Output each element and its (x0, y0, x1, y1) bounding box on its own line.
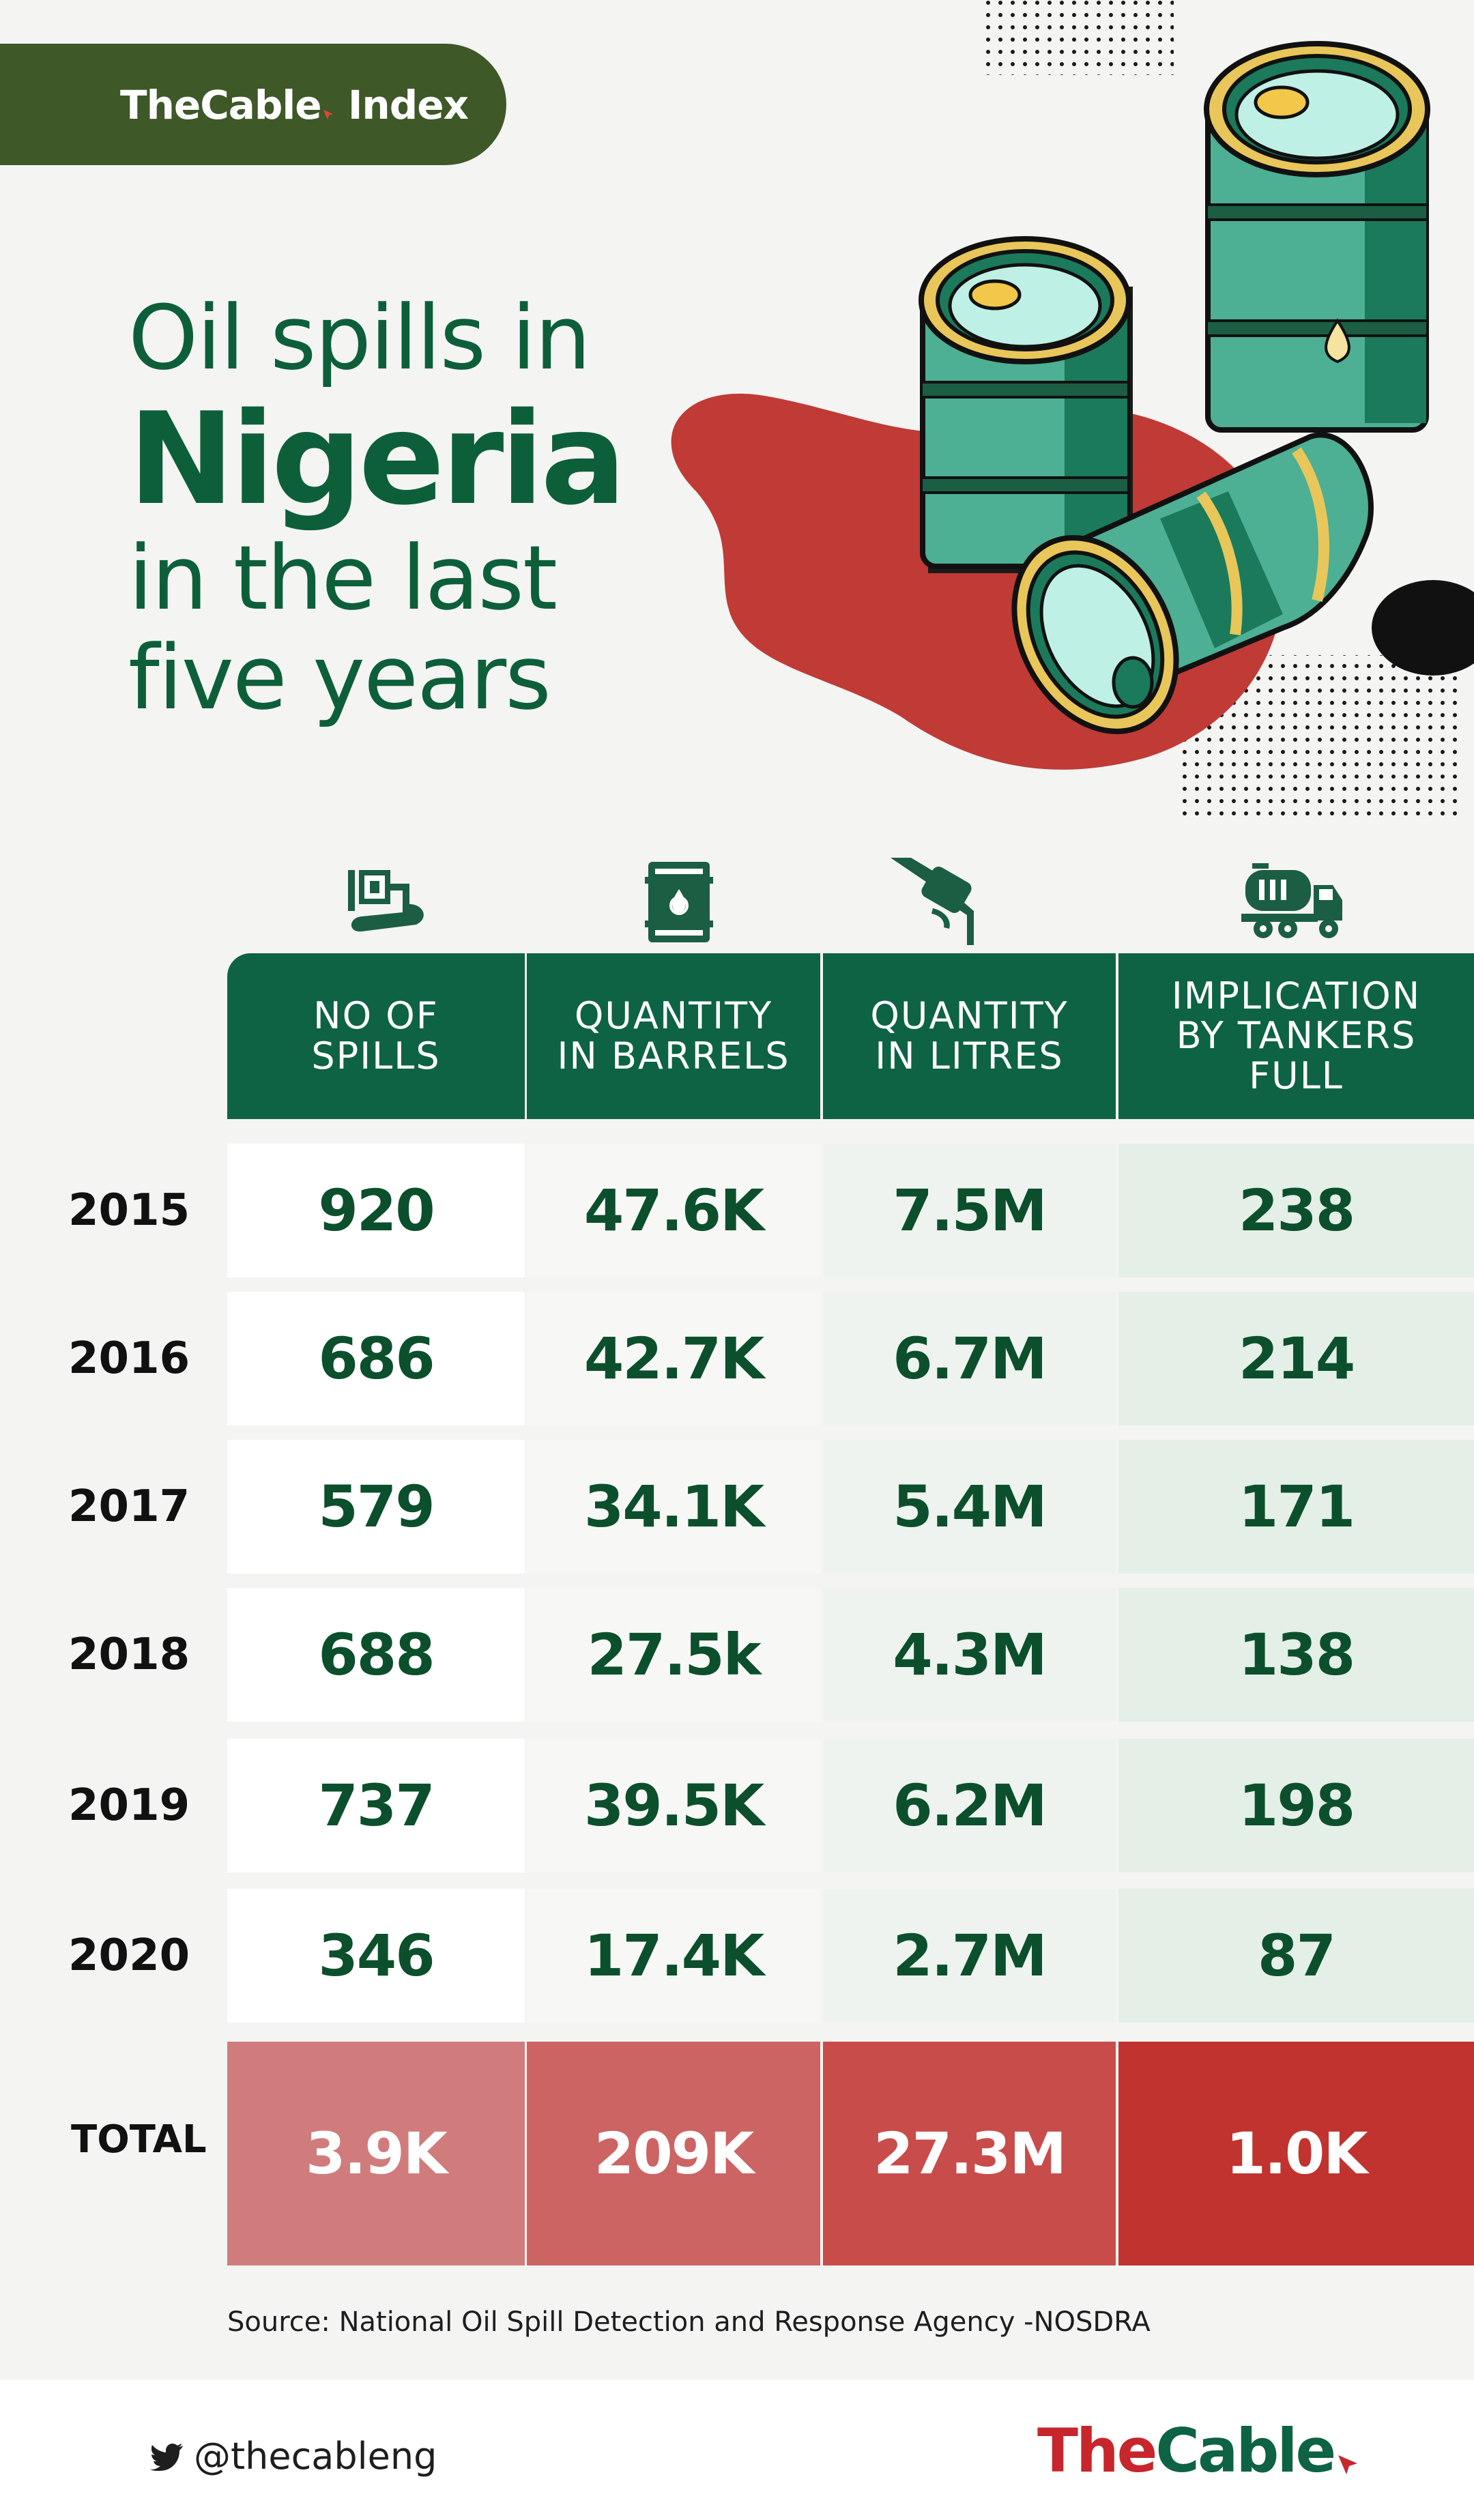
brand-banner: TheCable Index (0, 44, 506, 165)
header-label: NO OF SPILLS (311, 994, 441, 1077)
cell-barrels: 47.6K (527, 1144, 820, 1277)
cell-litres: 4.3M (823, 1588, 1116, 1722)
header-label: QUANTITY IN BARRELS (557, 994, 790, 1077)
cell-litres: 5.4M (823, 1440, 1116, 1574)
column-header-spills: NO OF SPILLS (227, 953, 525, 1119)
cell-tankers: 198 (1118, 1739, 1474, 1872)
title-line-2: Nigeria (128, 385, 626, 533)
total-litres: 27.3M (823, 2042, 1116, 2265)
brand-logo: TheCable Index (120, 82, 469, 128)
column-header-litres: QUANTITY IN LITRES (823, 953, 1116, 1119)
total-label: TOTAL (71, 2117, 207, 2162)
cell-litres: 6.2M (823, 1739, 1116, 1872)
title-line-1: Oil spills in (128, 286, 591, 390)
logo-the: The (1037, 2416, 1157, 2486)
cell-spills: 686 (227, 1292, 525, 1425)
brand-name: TheCable (120, 82, 322, 128)
cell-tankers: 238 (1118, 1144, 1474, 1277)
cell-barrels: 17.4K (527, 1889, 820, 2023)
cell-barrels: 34.1K (527, 1440, 820, 1574)
page-title: Oil spills in Nigeria in the last five y… (128, 286, 626, 729)
source-note: Source: National Oil Spill Detection and… (227, 2306, 1151, 2338)
cell-spills: 579 (227, 1440, 525, 1574)
cell-spills: 346 (227, 1889, 525, 2023)
row-year: 2019 (68, 1780, 190, 1831)
dot-pattern (983, 0, 1174, 75)
cell-tankers: 87 (1118, 1889, 1474, 2023)
fuel-nozzle-icon (891, 858, 974, 945)
cell-tankers: 138 (1118, 1588, 1474, 1722)
cell-tankers: 214 (1118, 1292, 1474, 1425)
oil-barrel-tipped (1011, 432, 1374, 734)
oil-barrels-illustration (671, 0, 1474, 819)
oil-barrel-left (919, 236, 1133, 573)
row-year: 2020 (68, 1930, 190, 1981)
logo-cable: Cable (1155, 2416, 1336, 2486)
cell-barrels: 42.7K (527, 1292, 820, 1425)
column-header-barrels: QUANTITY IN BARRELS (527, 953, 820, 1119)
cell-barrels: 39.5K (527, 1739, 820, 1872)
oil-barrel-icon (645, 862, 713, 942)
column-header-tankers: IMPLICATION BY TANKERS FULL (1118, 953, 1474, 1119)
cell-litres: 7.5M (823, 1144, 1116, 1277)
title-line-4: five years (128, 626, 551, 729)
twitter-handle: @thecableng (194, 2435, 437, 2478)
header-label: IMPLICATION BY TANKERS FULL (1171, 974, 1421, 1097)
twitter-link[interactable]: @thecableng (150, 2435, 437, 2478)
cursor-icon (1338, 2455, 1358, 2474)
row-year: 2018 (68, 1630, 190, 1680)
cell-litres: 2.7M (823, 1889, 1116, 2023)
header-label: QUANTITY IN LITRES (870, 994, 1069, 1077)
cell-spills: 920 (227, 1144, 525, 1277)
cursor-icon (323, 110, 333, 119)
shadow (1372, 580, 1474, 676)
brand-suffix: Index (347, 82, 469, 128)
cell-tankers: 171 (1118, 1440, 1474, 1574)
footer-logo: TheCable (1037, 2416, 1361, 2486)
total-barrels: 209K (527, 2042, 820, 2265)
row-year: 2015 (68, 1185, 190, 1236)
total-spills: 3.9K (227, 2042, 525, 2265)
cell-barrels: 27.5k (527, 1588, 820, 1722)
tanker-truck-icon (1241, 863, 1342, 938)
cell-spills: 737 (227, 1739, 525, 1872)
title-line-3: in the last (128, 526, 558, 630)
oil-barrel-right (1204, 41, 1430, 433)
total-tankers: 1.0K (1118, 2042, 1474, 2265)
footer (0, 2379, 1474, 2520)
row-year: 2016 (68, 1333, 190, 1384)
row-year: 2017 (68, 1481, 190, 1532)
twitter-bird-icon (150, 2443, 183, 2471)
oil-well-spill-icon (348, 870, 424, 932)
cell-spills: 688 (227, 1588, 525, 1722)
cell-litres: 6.7M (823, 1292, 1116, 1425)
